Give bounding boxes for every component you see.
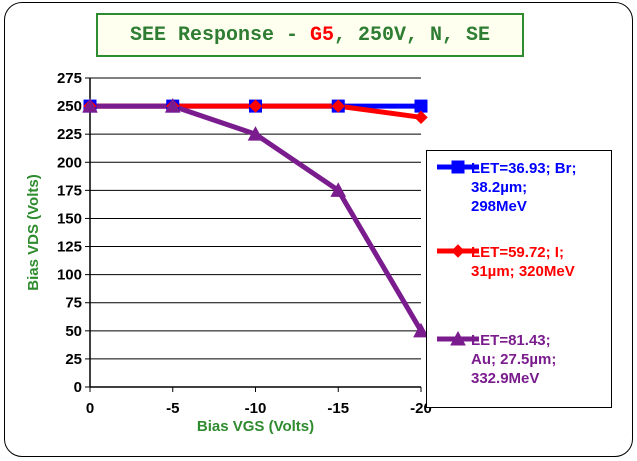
y-tick-label: 275: [57, 70, 82, 87]
legend: LET=36.93; Br; 38.2µm; 298MeV LET=59.72; …: [426, 150, 612, 408]
y-tick-label: 75: [65, 295, 82, 312]
x-tick-label: 0: [86, 400, 94, 417]
y-tick-label: 25: [65, 351, 82, 368]
series-markers: [82, 98, 429, 338]
y-tick-label: 0: [74, 379, 82, 396]
title-highlight: G5: [309, 23, 334, 47]
data-point-s2: [248, 99, 263, 113]
data-point-s2: [331, 99, 345, 113]
chart-title: SEE Response - G5, 250V, N, SE: [96, 13, 524, 57]
legend-marker-2: [451, 244, 465, 258]
y-axis-title: Bias VDS (Volts): [25, 174, 42, 290]
legend-marker-1: [451, 160, 465, 174]
grid-lines: [90, 77, 421, 360]
legend-item-3: LET=81.43; Au; 27.5µm; 332.9MeV: [427, 331, 613, 401]
x-tick-label: -5: [166, 400, 179, 417]
legend-label-3: LET=81.43; Au; 27.5µm; 332.9MeV: [471, 332, 557, 387]
x-axis-title: Bias VGS (Volts): [197, 418, 314, 435]
y-tick-label: 225: [57, 126, 82, 143]
y-tick-label: 50: [65, 323, 82, 340]
data-point-s3: [82, 98, 98, 113]
legend-label-1: LET=36.93; Br; 38.2µm; 298MeV: [471, 160, 577, 215]
legend-item-2: LET=59.72; I; 31µm; 320MeV: [427, 243, 613, 313]
legend-swatch-1: [437, 160, 479, 174]
x-tick-labels: 0 -5 -10 -15 -20: [86, 400, 432, 417]
y-tick-labels: 0 25 50 75 100 125 150 175 200 225 250 275: [57, 70, 82, 396]
x-tick-label: -10: [245, 400, 267, 417]
y-tick-label: 100: [57, 267, 82, 284]
title-prefix: SEE Response -: [129, 23, 310, 47]
legend-label-2: LET=59.72; I; 31µm; 320MeV: [471, 244, 575, 280]
y-tick-label: 150: [57, 210, 82, 227]
data-point-s2: [414, 110, 428, 125]
y-tick-label: 250: [57, 98, 82, 115]
legend-swatch-3: [437, 331, 479, 346]
data-point-s3: [413, 322, 429, 338]
data-point-s3: [164, 98, 181, 113]
legend-marker-3: [450, 331, 466, 346]
chart-frame: [4, 2, 633, 457]
axes: [85, 77, 422, 392]
data-point-s3: [330, 182, 347, 197]
legend-item-1: LET=36.93; Br; 38.2µm; 298MeV: [427, 159, 613, 229]
data-point-s1: [414, 99, 428, 113]
y-tick-label: 175: [57, 182, 82, 199]
title-suffix: , 250V, N, SE: [334, 23, 491, 47]
x-tick-label: -15: [327, 400, 349, 417]
y-tick-label: 200: [57, 154, 82, 171]
data-point-s3: [247, 126, 264, 141]
legend-swatch-2: [437, 244, 479, 258]
y-tick-label: 125: [57, 239, 82, 256]
